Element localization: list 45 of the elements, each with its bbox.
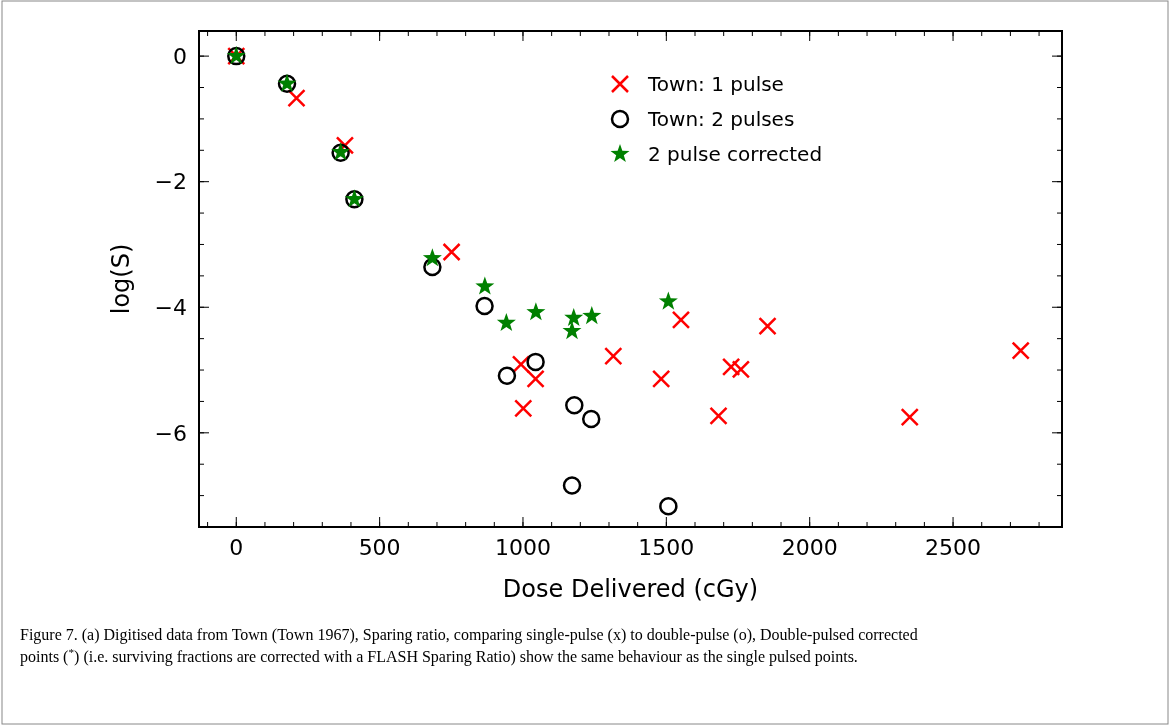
point [671, 310, 691, 330]
point [731, 360, 751, 379]
point [475, 296, 494, 316]
point [721, 357, 741, 377]
legend-label: Town: 2 pulses [647, 107, 795, 131]
x-tick-label: 2500 [925, 535, 982, 560]
point [900, 407, 920, 427]
point [526, 302, 546, 321]
point [709, 406, 728, 426]
x-tick-label: 2000 [781, 535, 838, 560]
point [422, 248, 442, 267]
point [565, 395, 584, 415]
x-tick-label: 1000 [494, 535, 551, 560]
point [564, 307, 584, 327]
point [526, 369, 545, 389]
point [581, 409, 601, 429]
point [758, 316, 777, 336]
y-tick-label: 0 [173, 43, 187, 69]
point [1011, 341, 1030, 360]
point [287, 88, 306, 108]
point [562, 476, 582, 495]
y-tick-label: −6 [154, 420, 187, 446]
point [514, 399, 533, 418]
point [497, 366, 517, 385]
legend-label: 2 pulse corrected [648, 142, 823, 166]
x-tick-label: 0 [229, 535, 244, 560]
legend-label: Town: 1 pulse [647, 72, 784, 96]
x-tick-label: 500 [358, 535, 401, 560]
point [562, 321, 582, 340]
point [659, 497, 678, 516]
point [423, 257, 442, 277]
caption: Figure 7. (a) Digitised data from Town (Town 1967), Sparing ratio, comparing single-pulse (x) to double-pulse (o), Double-pulsed corrected points ($^{*}$) (i.e. surviving fractions are corrected with a FLASH Sparing Ratio) show the same behaviour as the single pulsed points. [20, 626, 918, 666]
point [526, 352, 545, 372]
point [442, 242, 461, 262]
point [475, 276, 495, 295]
point [651, 369, 671, 389]
point [658, 291, 678, 310]
point [496, 312, 516, 332]
point [604, 346, 623, 366]
x-axis-title: Dose Delivered (cGy) [502, 575, 759, 603]
x-tick-label: 1500 [638, 535, 695, 560]
point [582, 306, 602, 325]
y-tick-label: −2 [154, 169, 187, 195]
y-tick-label: −4 [154, 294, 187, 320]
y-axis-title: log(S) [107, 243, 135, 315]
